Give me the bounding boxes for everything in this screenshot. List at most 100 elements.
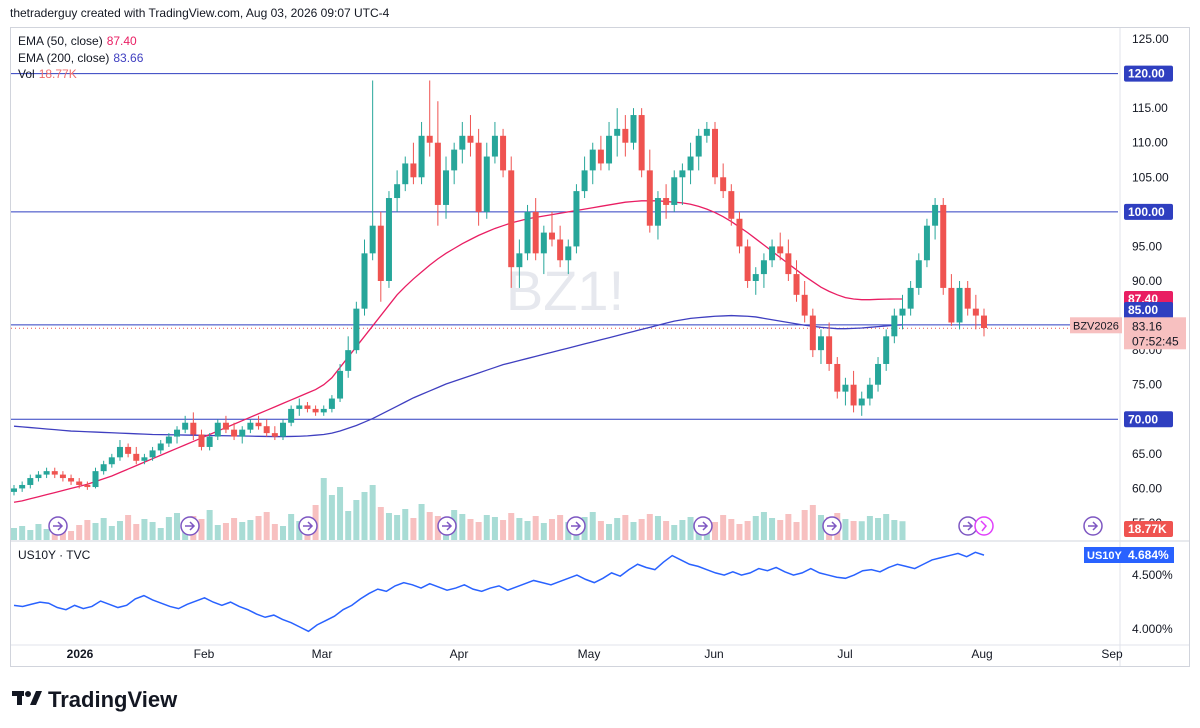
candle (858, 391, 865, 416)
candle-body (59, 474, 66, 479)
time-tick-label: 2026 (67, 647, 94, 661)
candle (500, 128, 507, 178)
candle-body (752, 274, 759, 281)
volume-bar (222, 523, 229, 540)
candle (891, 308, 898, 344)
chart-frame (10, 27, 1190, 667)
candle-body (695, 135, 702, 157)
candle-body (271, 433, 278, 437)
candle-body (328, 398, 335, 409)
candle (27, 474, 34, 489)
candle (133, 446, 140, 465)
candle-body (116, 446, 123, 458)
volume-bar (247, 520, 254, 540)
candle-body (972, 308, 979, 316)
candle-body (410, 163, 417, 178)
volume-bar (288, 514, 295, 540)
candle (769, 239, 776, 268)
candle (418, 121, 425, 185)
candle (320, 405, 327, 416)
candle (198, 429, 205, 451)
candle-body (760, 260, 767, 275)
candle-body (907, 287, 914, 309)
candle-body (589, 149, 596, 171)
volume-bar (377, 507, 384, 540)
candle (483, 142, 490, 219)
candle (532, 198, 539, 261)
candle-body (337, 370, 344, 399)
volume-bar (638, 519, 645, 540)
legend-ema200[interactable]: EMA (200, close) 83.66 (18, 50, 143, 66)
volume-bar (875, 518, 882, 540)
candle-body (157, 443, 164, 451)
volume-bar (157, 528, 164, 540)
candle-body (312, 408, 319, 413)
legend-us10y[interactable]: US10Y · TVC (18, 547, 90, 563)
time-tick-label: Aug (971, 647, 992, 661)
volume-bar (125, 515, 132, 540)
legend-ema50[interactable]: EMA (50, close) 87.40 (18, 33, 137, 49)
candle-body (679, 170, 686, 178)
candle-body (198, 434, 205, 447)
time-tick-label: Sep (1101, 647, 1123, 661)
tradingview-brand[interactable]: TradingView (12, 686, 177, 714)
candle (850, 370, 857, 413)
candle (116, 440, 123, 461)
last-price-text: 83.16 (1132, 319, 1162, 333)
candle-body (875, 363, 882, 385)
volume-bar (43, 529, 50, 540)
candle (557, 225, 564, 268)
event-marker-arrow (442, 521, 453, 531)
volume-bar (687, 517, 694, 540)
volume-bar (891, 520, 898, 540)
level-100-badge-text: 100.00 (1128, 205, 1165, 219)
event-marker-icon (693, 516, 713, 536)
volume-bar (744, 521, 751, 540)
candle (410, 142, 417, 185)
volume-bar (736, 524, 743, 540)
candle (736, 211, 743, 254)
volume-bar (899, 521, 906, 540)
candle (581, 156, 588, 199)
candle (337, 363, 344, 402)
volume-bar (866, 516, 873, 540)
candle-body (597, 149, 604, 164)
price-tick-label: 110.00 (1132, 136, 1168, 150)
legend-ema50-label: EMA (50, close) (18, 34, 103, 48)
candle (361, 239, 368, 316)
candle-body (141, 457, 148, 461)
candle-body (125, 446, 132, 454)
candle-body (27, 478, 34, 485)
candle (369, 80, 376, 261)
candle-body (247, 422, 254, 430)
candle (255, 415, 262, 430)
candle-body (948, 287, 955, 323)
candle (826, 322, 833, 371)
candle (923, 218, 930, 268)
candle-body (809, 315, 816, 351)
candle-body (622, 128, 629, 143)
volume-bar (296, 521, 303, 540)
candle-body (793, 274, 800, 295)
candle-body (736, 218, 743, 247)
legend-vol[interactable]: Vol 18.77K (18, 66, 77, 82)
us10y-ticker-bg (1084, 547, 1124, 563)
candle-body (712, 128, 719, 178)
candle-body (630, 115, 637, 143)
tradingview-logo-icon (12, 686, 42, 714)
ticker-badge-text: BZV2026 (1073, 320, 1119, 332)
volume-bar (557, 515, 564, 540)
candle (222, 415, 229, 434)
candle-body (703, 128, 710, 136)
candle (679, 163, 686, 205)
candle (638, 108, 645, 178)
price-tick-label: 75.00 (1132, 378, 1162, 392)
candle (459, 121, 466, 164)
candle-body (850, 384, 857, 406)
event-marker-icon (958, 516, 978, 536)
volume-bar (467, 519, 474, 540)
candle (956, 281, 963, 330)
event-marker-arrow (963, 521, 974, 531)
volume-bar (508, 513, 515, 540)
